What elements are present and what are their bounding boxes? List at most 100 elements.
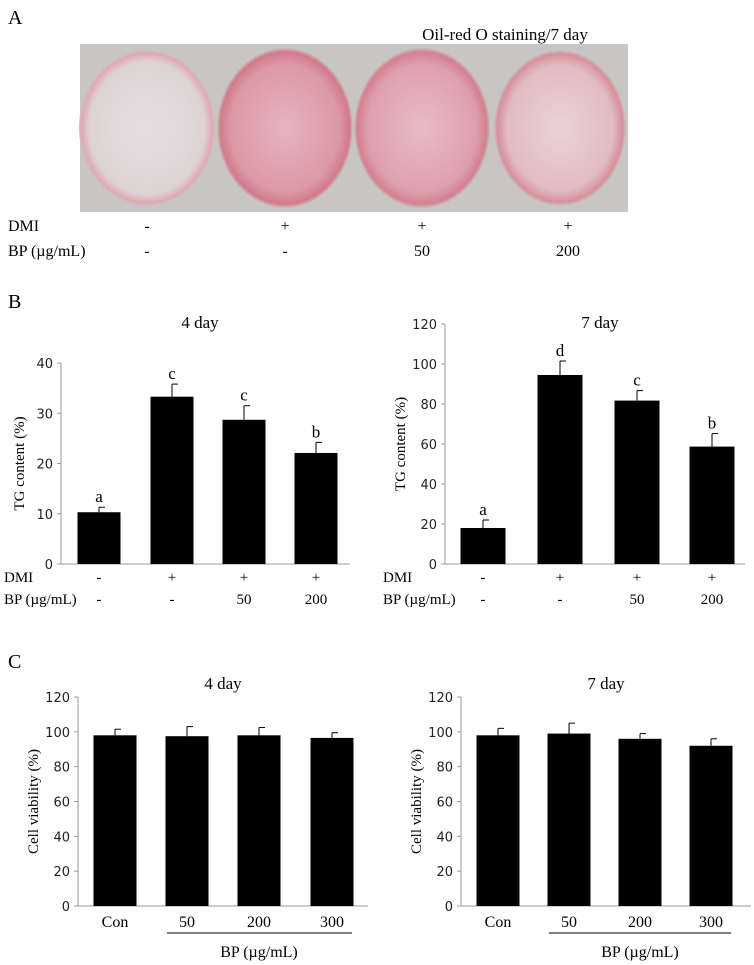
- y-tick-label: 60: [420, 438, 437, 453]
- bar: [460, 528, 506, 564]
- bp-value: -: [481, 592, 486, 608]
- row-label-dmi: DMI: [383, 570, 412, 586]
- row-label-bp: BP (µg/mL): [383, 592, 456, 608]
- chart-3: 4 day 0 20 40 60 80 100 120 Cell viability (%) Co…: [26, 674, 368, 961]
- panel-a-title: Oil-red O staining/7 day: [422, 25, 588, 44]
- dish-photo: [79, 44, 628, 212]
- significance-letter: a: [95, 487, 103, 506]
- bar: [310, 737, 354, 906]
- x-tick-label: 50: [561, 914, 577, 931]
- dmi-value: +: [556, 570, 564, 586]
- panel-b-letter: B: [8, 291, 21, 313]
- bp-value: 200: [556, 243, 580, 260]
- y-axis-label: TG content (%): [393, 397, 409, 491]
- row-label-bp: BP (µg/mL): [8, 243, 86, 260]
- y-tick-label: 20: [436, 865, 453, 880]
- significance-letter: c: [168, 364, 176, 383]
- y-tick-label: 0: [445, 900, 453, 915]
- y-tick-label: 0: [429, 558, 437, 573]
- y-tick-label: 40: [53, 830, 70, 845]
- chart-title: 7 day: [587, 674, 625, 693]
- bar: [689, 745, 733, 906]
- bar: [93, 735, 137, 906]
- bp-value: 200: [305, 592, 328, 608]
- x-tick-label: Con: [102, 914, 129, 931]
- chart-title: 4 day: [204, 674, 242, 693]
- y-tick-label: 0: [62, 900, 70, 915]
- y-tick-label: 20: [420, 518, 437, 533]
- bar: [222, 419, 266, 564]
- dmi-value: +: [417, 218, 426, 235]
- dish-1: [79, 50, 215, 206]
- dmi-value: +: [240, 570, 248, 586]
- dmi-value: +: [312, 570, 320, 586]
- significance-letter: c: [240, 386, 248, 405]
- significance-letter: c: [633, 371, 641, 390]
- chart-title: 7 day: [581, 313, 619, 332]
- y-tick-label: 10: [36, 508, 53, 523]
- y-tick-label: 100: [45, 726, 70, 741]
- y-tick-label: 120: [45, 691, 70, 706]
- bp-value: -: [170, 592, 175, 608]
- bp-value: -: [97, 592, 102, 608]
- x-tick-label: 300: [320, 914, 344, 931]
- y-tick-label: 80: [436, 761, 453, 776]
- bar: [150, 396, 194, 564]
- significance-letter: a: [479, 500, 487, 519]
- group-label: BP (µg/mL): [220, 944, 298, 961]
- bar: [614, 400, 660, 564]
- panel-c-letter: C: [8, 651, 21, 673]
- bp-value: 50: [630, 592, 645, 608]
- bar: [294, 452, 338, 564]
- bar: [618, 738, 662, 906]
- y-tick-label: 60: [436, 796, 453, 811]
- dish-3: [354, 48, 490, 208]
- y-axis-label: Cell viability (%): [26, 749, 42, 854]
- row-label-bp: BP (µg/mL): [4, 592, 77, 608]
- chart-title: 4 day: [181, 313, 219, 332]
- chart-2: 7 day 0 20 40 60 80 100 120 TG content (%) a d c b DM…: [383, 313, 745, 608]
- panel-a-letter: A: [8, 7, 23, 29]
- dmi-value: -: [481, 570, 486, 586]
- x-tick-label: 200: [247, 914, 271, 931]
- bar: [689, 446, 735, 564]
- x-tick-label: 300: [699, 914, 723, 931]
- bp-value: -: [144, 243, 149, 260]
- dmi-value: +: [563, 218, 572, 235]
- dish-4: [494, 50, 626, 206]
- y-tick-label: 40: [420, 478, 437, 493]
- y-tick-label: 20: [36, 458, 53, 473]
- bp-value: -: [282, 243, 287, 260]
- bar: [476, 735, 520, 906]
- significance-letter: b: [312, 422, 321, 441]
- group-label: BP (µg/mL): [601, 944, 679, 961]
- row-label-dmi: DMI: [4, 570, 33, 586]
- y-tick-label: 100: [428, 726, 453, 741]
- y-tick-label: 30: [36, 407, 53, 422]
- bar: [77, 512, 121, 564]
- bp-value: 50: [237, 592, 252, 608]
- y-tick-label: 20: [53, 865, 70, 880]
- dish-2: [217, 48, 353, 208]
- dmi-value: +: [280, 218, 289, 235]
- x-tick-label: 200: [628, 914, 652, 931]
- y-tick-label: 80: [420, 398, 437, 413]
- y-tick-label: 40: [36, 357, 53, 372]
- bar: [537, 375, 583, 564]
- bar: [547, 733, 591, 906]
- y-tick-label: 60: [53, 796, 70, 811]
- chart-4: 7 day 0 20 40 60 80 100 120 Cell viability (%) Co…: [409, 674, 751, 961]
- x-tick-label: 50: [179, 914, 195, 931]
- bar: [237, 735, 281, 906]
- dmi-value: -: [97, 570, 102, 586]
- y-tick-label: 100: [412, 358, 437, 373]
- bp-value: -: [558, 592, 563, 608]
- bp-value: 50: [414, 243, 430, 260]
- dmi-value: +: [168, 570, 176, 586]
- y-axis-label: TG content (%): [12, 416, 28, 510]
- dmi-value: +: [708, 570, 716, 586]
- y-tick-label: 80: [53, 761, 70, 776]
- row-label-dmi: DMI: [8, 218, 39, 235]
- y-tick-label: 40: [436, 830, 453, 845]
